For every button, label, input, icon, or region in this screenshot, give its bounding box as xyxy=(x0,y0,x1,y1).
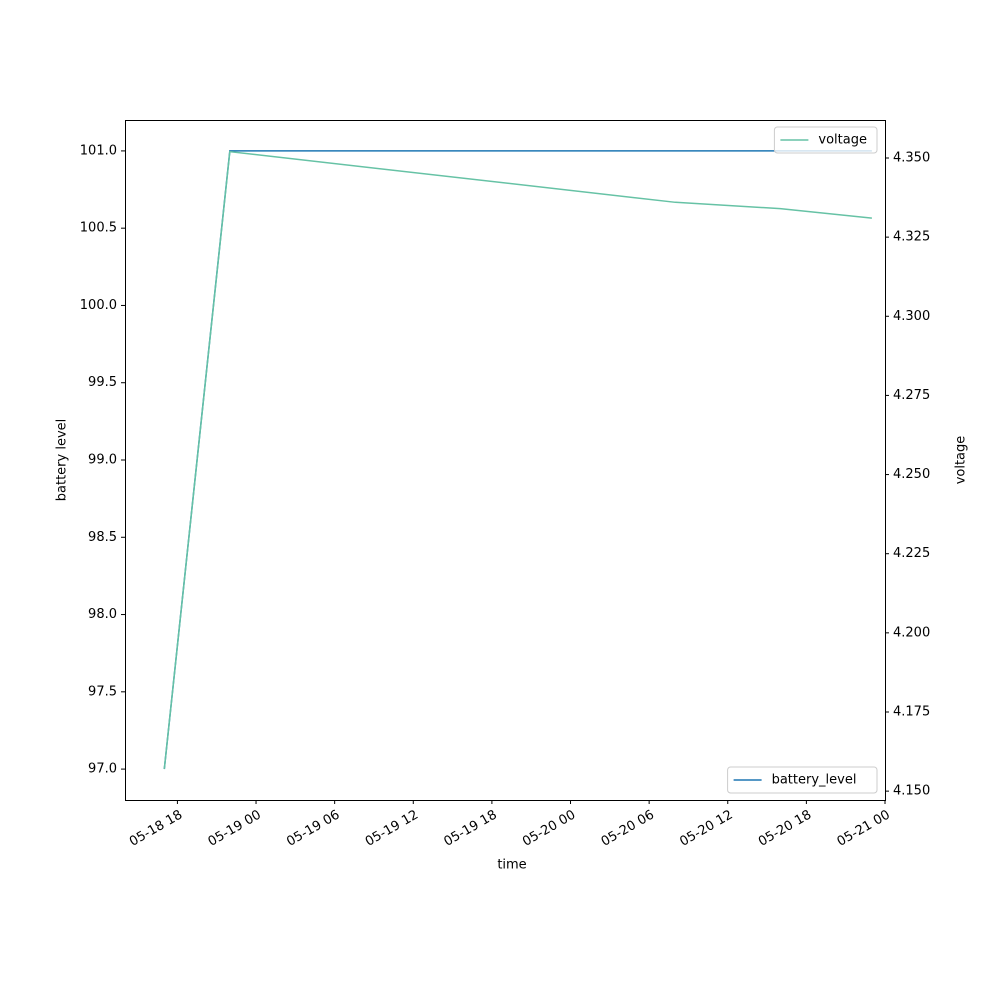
y-tick-label: 98.0 xyxy=(88,607,117,622)
y-tick-label: 100.0 xyxy=(80,298,117,313)
y2-axis-label: voltage xyxy=(954,436,969,485)
y2-tick-label: 4.225 xyxy=(893,546,930,561)
y-tick-label: 97.0 xyxy=(88,762,117,777)
legend-label: battery_level xyxy=(772,773,857,788)
y2-tick-label: 4.150 xyxy=(893,784,930,799)
y2-tick-label: 4.300 xyxy=(893,309,930,324)
y-tick-label: 99.0 xyxy=(88,453,117,468)
y-tick-label: 101.0 xyxy=(80,143,117,158)
y2-tick-label: 4.350 xyxy=(893,150,930,165)
x-axis-label: time xyxy=(497,858,526,873)
legend-box xyxy=(727,766,878,794)
y2-tick-label: 4.250 xyxy=(893,467,930,482)
y2-tick-label: 4.200 xyxy=(893,625,930,640)
y-tick-label: 98.5 xyxy=(88,530,117,545)
legend-box xyxy=(773,126,878,154)
y-tick-label: 99.5 xyxy=(88,375,117,390)
y2-tick-label: 4.175 xyxy=(893,704,930,719)
line xyxy=(163,150,872,770)
y-axis-label: battery level xyxy=(55,419,70,502)
legend-label: voltage xyxy=(818,133,867,148)
y-tick-label: 100.5 xyxy=(80,221,117,236)
y2-tick-label: 4.275 xyxy=(893,388,930,403)
plot-frame xyxy=(125,120,886,801)
y2-tick-label: 4.325 xyxy=(893,230,930,245)
y-tick-label: 97.5 xyxy=(88,684,117,699)
